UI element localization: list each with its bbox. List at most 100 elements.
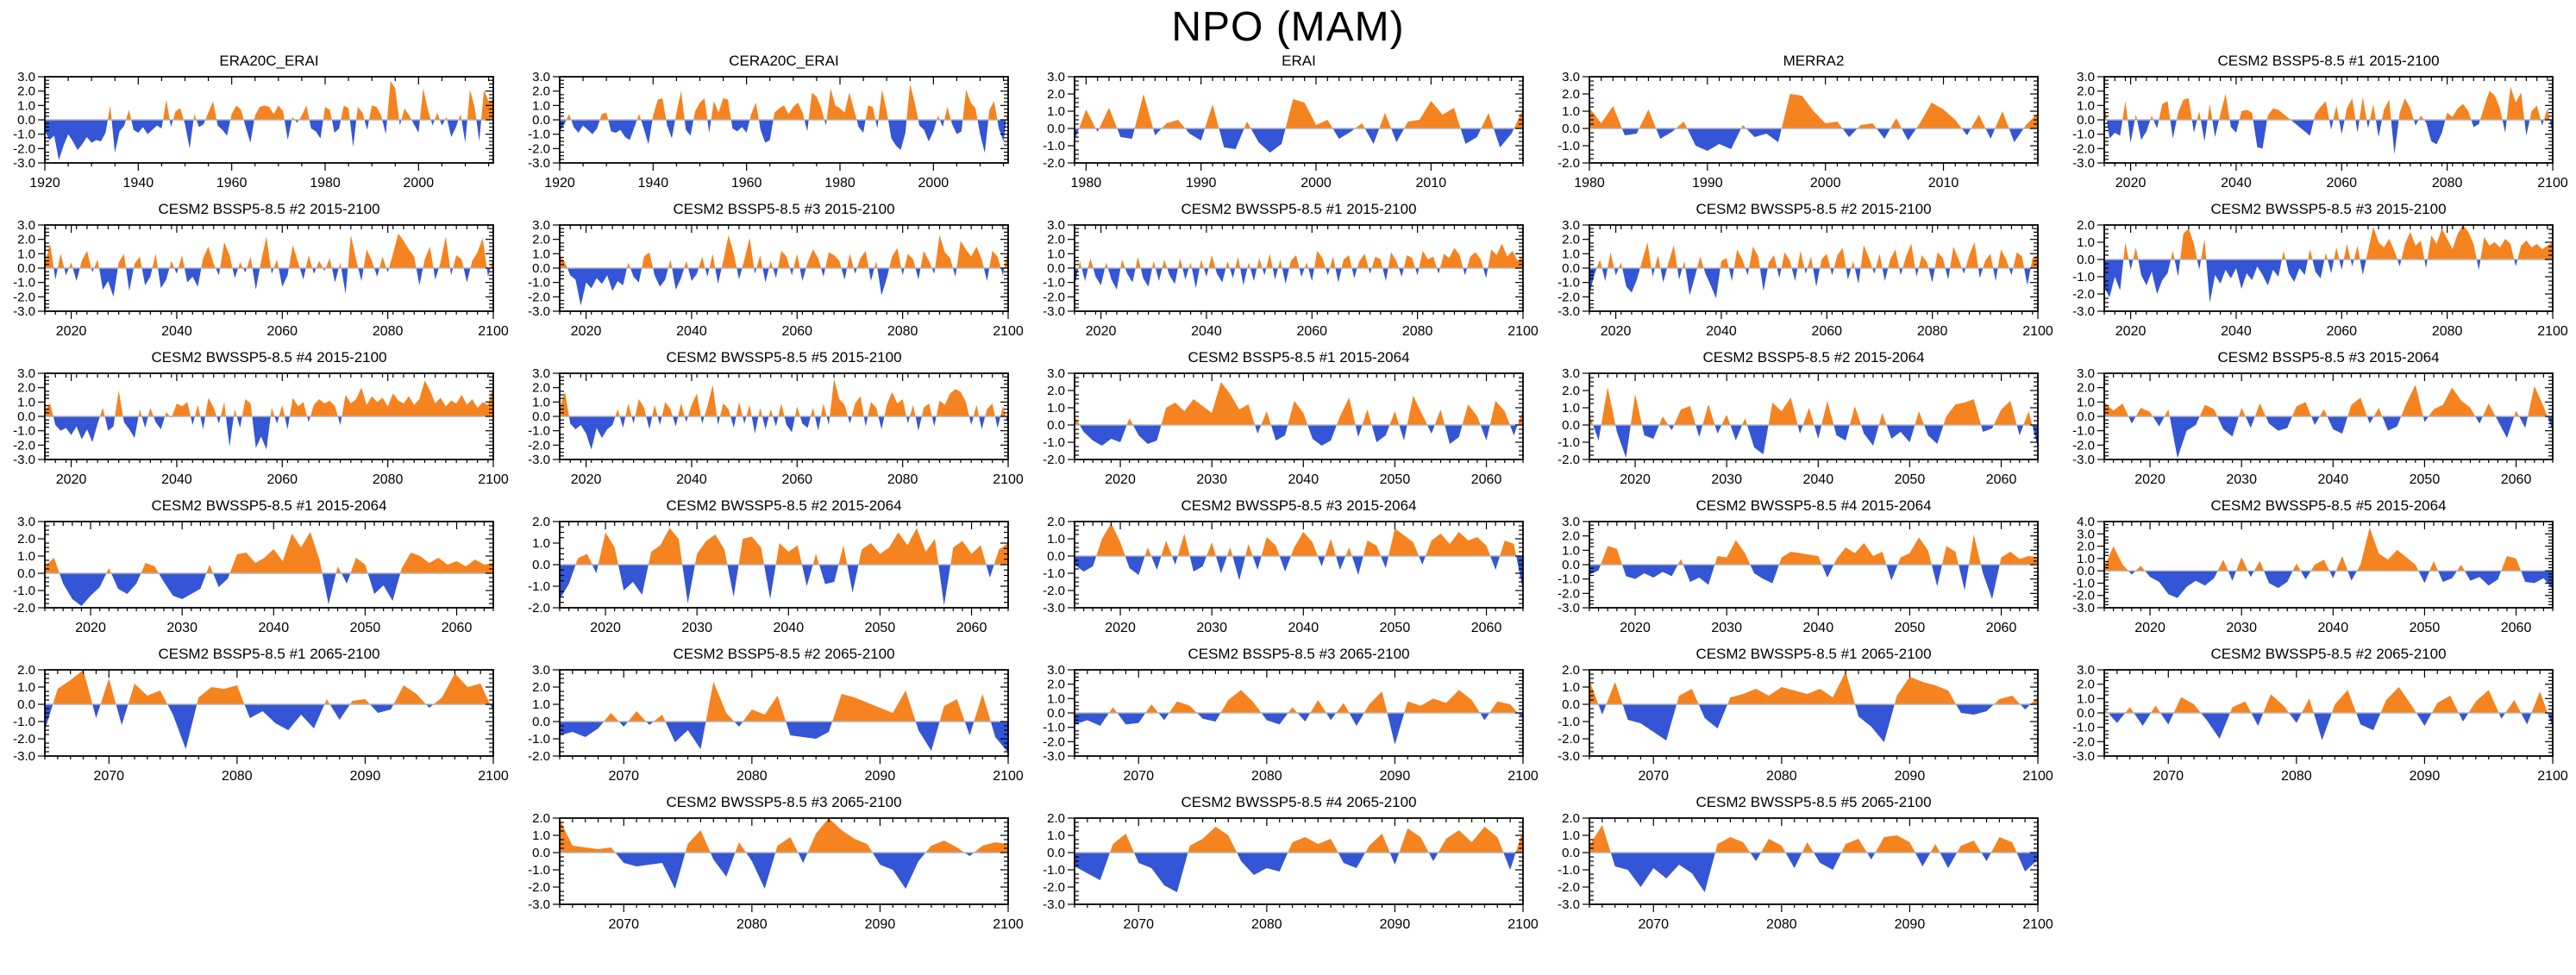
x-tick-label: 2100: [2537, 769, 2568, 784]
x-tick-label: 1990: [1186, 176, 1217, 191]
y-tick-label: 1.0: [17, 549, 35, 564]
y-tick-label: 1.0: [1047, 691, 1065, 706]
x-tick-label: 2050: [865, 621, 896, 635]
y-tick-label: -1.0: [528, 276, 550, 291]
y-tick-label: 1.0: [17, 98, 35, 113]
panel-chart: -2.0 -1.0 0.0 1.0 2.0 3.0 2020 2030 2040 2050 2060: [1043, 366, 1524, 487]
axes-ticks: -3.0-2.0-1.00.01.02.03.0 2070 2080 2090 2100: [2072, 663, 2568, 784]
x-tick-label: 2040: [161, 472, 192, 487]
negative-anomaly-area: [560, 268, 1008, 306]
y-tick-label: -1.0: [1558, 276, 1580, 291]
x-tick-label: 2060: [1471, 621, 1502, 635]
y-tick-label: 2.0: [532, 680, 550, 695]
y-tick-label: -2.0: [1558, 453, 1580, 467]
plot-box: [1074, 372, 1524, 460]
panel-chart: -3.0-2.0-1.00.01.02.03.0 2020 2040 2060 2080…: [2072, 70, 2568, 191]
x-tick-label: 2040: [2318, 472, 2349, 487]
x-tick-label: 2060: [1296, 324, 1327, 339]
positive-anomaly-area: [45, 81, 493, 120]
y-tick-label: -2.0: [1043, 880, 1065, 895]
y-tick-label: 1.0: [17, 395, 35, 409]
y-tick-label: 0.0: [532, 846, 550, 860]
x-tick-label: 2030: [1196, 472, 1227, 487]
y-tick-label: 1.0: [532, 828, 550, 843]
y-tick-label: 0.0: [1562, 697, 1580, 712]
x-tick-label: 2050: [2410, 621, 2441, 635]
x-tick-label: 2080: [887, 324, 918, 339]
x-tick-label: 2020: [1601, 324, 1632, 339]
y-tick-label: -1.0: [1043, 721, 1065, 735]
negative-anomaly-area: [1075, 556, 1523, 591]
y-tick-label: 1.0: [1047, 104, 1065, 119]
panel-title: ERAI: [1282, 53, 1316, 69]
y-tick-label: 2.0: [532, 515, 550, 529]
y-tick-label: 1.0: [2077, 691, 2095, 706]
y-tick-label: 2.0: [1047, 233, 1065, 247]
axes-ticks: -3.0 -2.0 -1.0 0.0 1.0 2.0 2070 2080 2090 2100: [528, 811, 1024, 932]
x-tick-label: 2060: [2501, 621, 2532, 635]
x-tick-label: 2020: [1105, 472, 1136, 487]
y-tick-label: 0.0: [1047, 846, 1065, 860]
y-tick-label: 0.0: [1047, 706, 1065, 721]
panel-title: CESM2 BWSSP5-8.5 #2 2065-2100: [2210, 646, 2447, 662]
panel: CESM2 BWSSP5-8.5 #1 2015-2064 -2.0 -1.0 0.0…: [0, 497, 515, 646]
x-tick-label: 2100: [993, 769, 1024, 784]
y-tick-label: -3.0: [2072, 601, 2095, 616]
x-tick-label: 2030: [166, 621, 197, 635]
panel-title: CESM2 BWSSP5-8.5 #3 2015-2064: [1181, 497, 1417, 514]
plot-box: [1589, 669, 2039, 757]
plot-box: [2103, 521, 2554, 609]
x-tick-label: 2080: [1766, 917, 1797, 932]
x-tick-label: 2060: [266, 324, 298, 339]
positive-anomaly-area: [560, 84, 1008, 120]
y-tick-label: 2.0: [1562, 529, 1580, 544]
panel: CESM2 BWSSP5-8.5 #3 2015-2100 -3.0 -2.0 -1.…: [2059, 201, 2574, 349]
y-tick-label: 0.0: [532, 715, 550, 729]
panel: CESM2 BWSSP5-8.5 #5 2015-2064 -3.0 -2.0 -1.…: [2059, 497, 2574, 646]
y-tick-label: -1.0: [1043, 863, 1065, 878]
panel-chart: -3.0-2.0-1.00.01.02.03.0 2020 2030 2040 2050…: [2072, 366, 2554, 487]
x-tick-label: 2060: [2326, 324, 2357, 339]
x-tick-label: 2020: [571, 472, 602, 487]
x-tick-label: 2020: [56, 324, 87, 339]
y-tick-label: -1.0: [13, 715, 35, 729]
y-tick-label: 0.0: [1047, 418, 1065, 433]
y-tick-label: 0.0: [532, 261, 550, 276]
x-tick-label: 2080: [1402, 324, 1433, 339]
x-tick-label: 1920: [29, 176, 60, 191]
y-tick-label: -2.0: [2072, 287, 2095, 302]
x-tick-label: 1940: [123, 176, 154, 191]
negative-anomaly-area: [1589, 425, 2038, 458]
y-tick-label: 3.0: [1047, 70, 1065, 84]
y-tick-label: -1.0: [2072, 721, 2095, 735]
panel-title: CESM2 BWSSP5-8.5 #3 2015-2100: [2210, 201, 2447, 217]
x-tick-label: 2100: [993, 917, 1024, 932]
panel-chart: -3.0-2.0-1.00.01.02.03.0 2020 2040 2060 2080…: [528, 366, 1024, 487]
negative-anomaly-area: [45, 120, 493, 160]
y-tick-label: 1.0: [1562, 680, 1580, 695]
y-tick-label: 1.0: [17, 680, 35, 695]
axes-ticks: -3.0-2.0-1.00.01.02.03.0 2070 2080 2090 2100: [1043, 663, 1539, 784]
x-tick-label: 2040: [1191, 324, 1222, 339]
y-tick-label: 1.0: [1562, 543, 1580, 558]
y-tick-label: 3.0: [2077, 366, 2095, 381]
plot-box: [2103, 669, 2554, 757]
x-tick-label: 2050: [1895, 472, 1926, 487]
y-tick-label: 3.0: [1562, 70, 1580, 84]
panel: ERA20C_ERAI -3.0 -2.0 -1.0 0.0 1.0 2.0 3.0 1920 1…: [0, 53, 515, 201]
y-tick-label: 1.0: [1562, 104, 1580, 119]
negative-anomaly-area: [1075, 268, 1523, 290]
negative-anomaly-area: [1075, 425, 1523, 446]
y-tick-label: -1.0: [528, 424, 550, 439]
x-tick-label: 2040: [259, 621, 290, 635]
x-tick-label: 2060: [1471, 472, 1502, 487]
panel-title: CESM2 BWSSP5-8.5 #2 2015-2100: [1695, 201, 1932, 217]
x-tick-label: 2040: [1803, 472, 1834, 487]
positive-anomaly-area: [1075, 243, 1523, 268]
y-tick-label: 0.0: [17, 566, 35, 581]
axes-ticks: -3.0 -2.0 -1.0 0.0 1.0 2.0 2020 2030 2040 2050 206…: [1043, 515, 1524, 635]
panel-title: CESM2 BSSP5-8.5 #3 2015-2064: [2217, 349, 2440, 366]
panel-title: CESM2 BSSP5-8.5 #1 2015-2064: [1188, 349, 1410, 366]
negative-anomaly-area: [560, 120, 1008, 153]
panel-title: CESM2 BWSSP5-8.5 #3 2065-2100: [666, 794, 902, 810]
